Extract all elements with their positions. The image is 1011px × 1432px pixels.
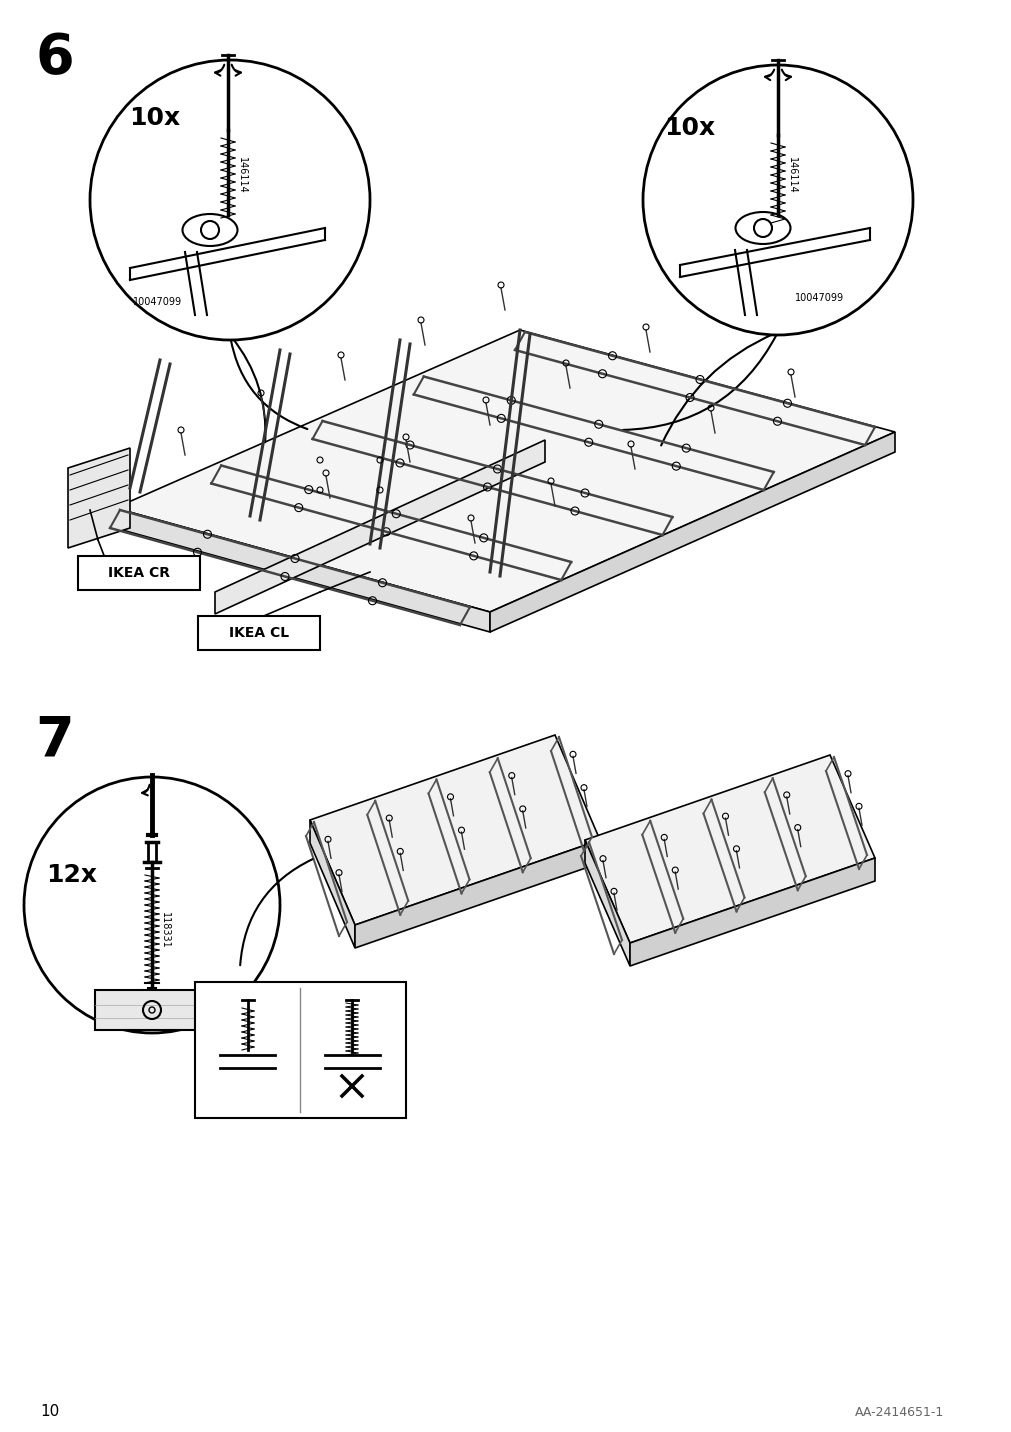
Polygon shape [68,448,129,548]
Text: IKEA CR: IKEA CR [108,566,170,580]
Text: 12x: 12x [47,863,97,886]
Text: 6: 6 [35,32,74,84]
Text: 146114: 146114 [787,156,797,193]
Polygon shape [489,432,894,632]
Polygon shape [355,841,600,948]
Circle shape [90,60,370,339]
FancyArrowPatch shape [660,334,774,445]
Polygon shape [584,841,630,967]
Polygon shape [630,858,875,967]
Polygon shape [214,440,545,614]
Polygon shape [95,990,214,1030]
FancyArrowPatch shape [231,338,307,430]
Text: AA-2414651-1: AA-2414651-1 [854,1405,943,1419]
Text: 7: 7 [35,713,74,768]
Text: 10x: 10x [664,116,715,140]
FancyBboxPatch shape [198,616,319,650]
Polygon shape [309,735,600,925]
Text: IKEA CL: IKEA CL [228,626,289,640]
Polygon shape [115,329,894,611]
FancyArrowPatch shape [232,337,265,442]
Text: 10047099: 10047099 [133,296,182,306]
Polygon shape [584,755,875,944]
Polygon shape [115,508,489,632]
Circle shape [24,778,280,1032]
Polygon shape [309,821,355,948]
Text: 10047099: 10047099 [795,294,844,304]
Circle shape [642,64,912,335]
Text: 146114: 146114 [237,156,247,193]
Text: 10: 10 [40,1405,60,1419]
FancyArrowPatch shape [622,335,776,430]
FancyBboxPatch shape [78,556,200,590]
Text: 10x: 10x [129,106,180,130]
Text: 118331: 118331 [160,912,170,948]
FancyBboxPatch shape [195,982,405,1118]
